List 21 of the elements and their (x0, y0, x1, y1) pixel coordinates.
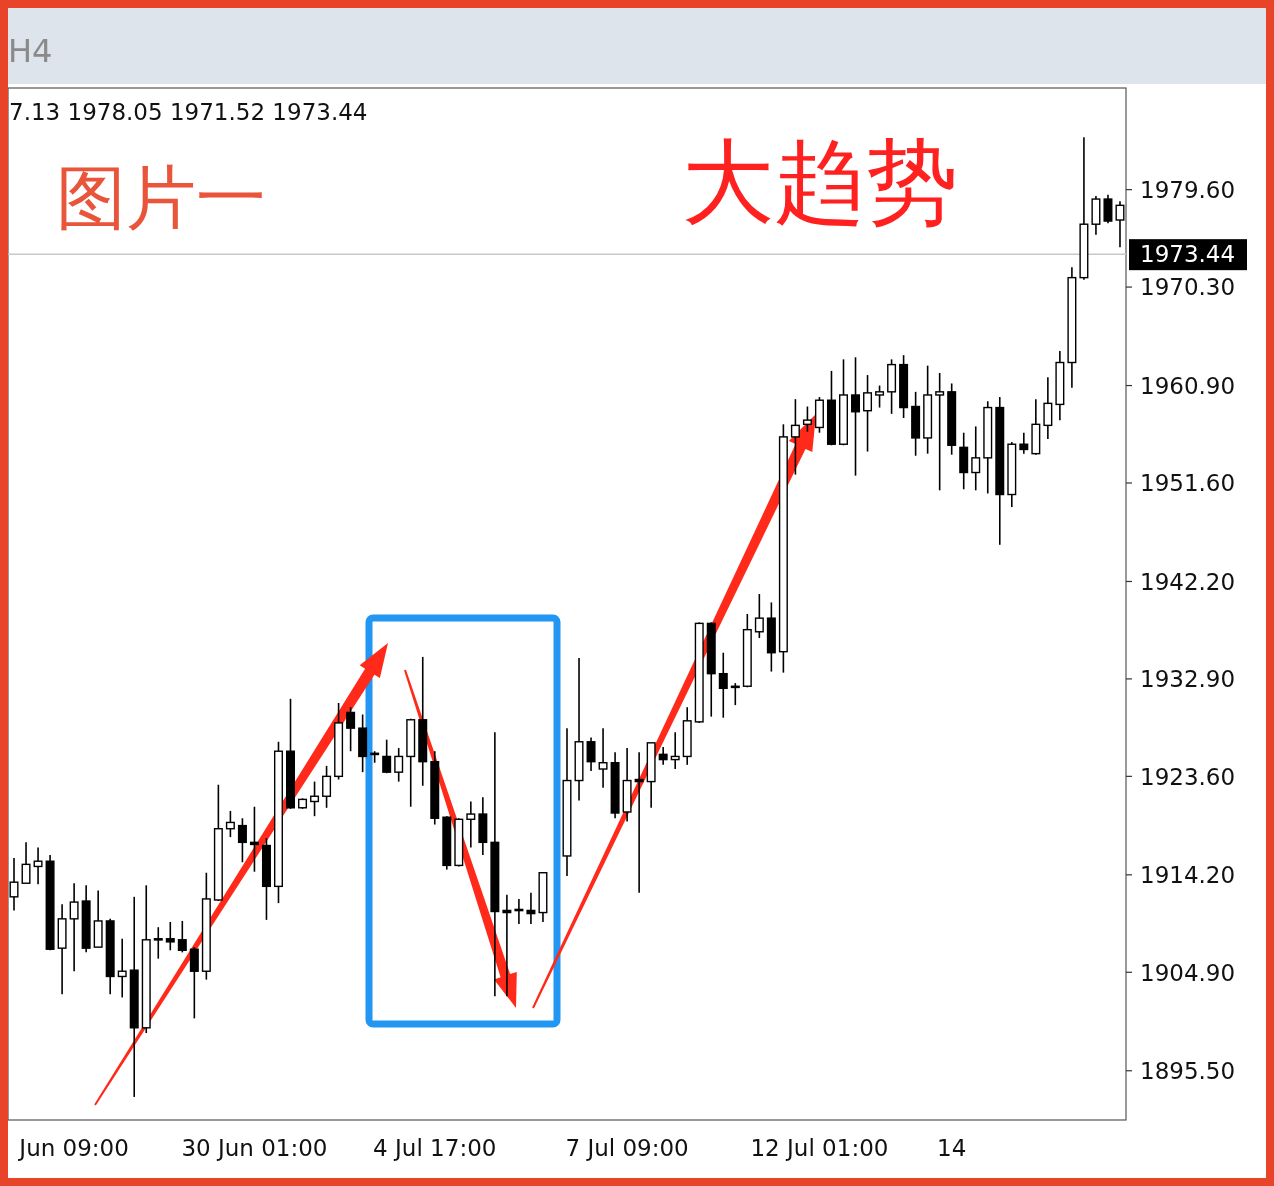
ref-line-label: 1973.44 (1140, 241, 1236, 268)
y-tick-label: 1914.20 (1140, 862, 1236, 889)
x-tick-label: 14 (937, 1135, 967, 1161)
y-tick-label: 1904.90 (1140, 959, 1236, 986)
annotation: 图片一 (56, 157, 266, 239)
x-tick-label: 12 Jul 01:00 (750, 1135, 889, 1161)
y-tick-label: 1932.90 (1140, 666, 1236, 693)
x-tick-label: 4 Jul 17:00 (373, 1135, 497, 1161)
y-tick-label: 1970.30 (1140, 274, 1236, 301)
y-tick-label: 1960.90 (1140, 372, 1236, 399)
chart-title: H4 (8, 32, 53, 70)
annotation: 大趋势 (682, 129, 958, 236)
x-tick-label: Jun 09:00 (17, 1135, 129, 1161)
y-tick-label: 1979.60 (1140, 176, 1236, 203)
x-tick-label: 7 Jul 09:00 (565, 1135, 689, 1161)
x-tick-label: 30 Jun 01:00 (181, 1135, 328, 1161)
y-tick-label: 1942.20 (1140, 568, 1236, 595)
y-tick-label: 1923.60 (1140, 763, 1236, 790)
y-tick-label: 1895.50 (1140, 1058, 1236, 1085)
annotation: 7.13 1978.05 1971.52 1973.44 (9, 99, 368, 125)
y-tick-label: 1951.60 (1140, 470, 1236, 497)
